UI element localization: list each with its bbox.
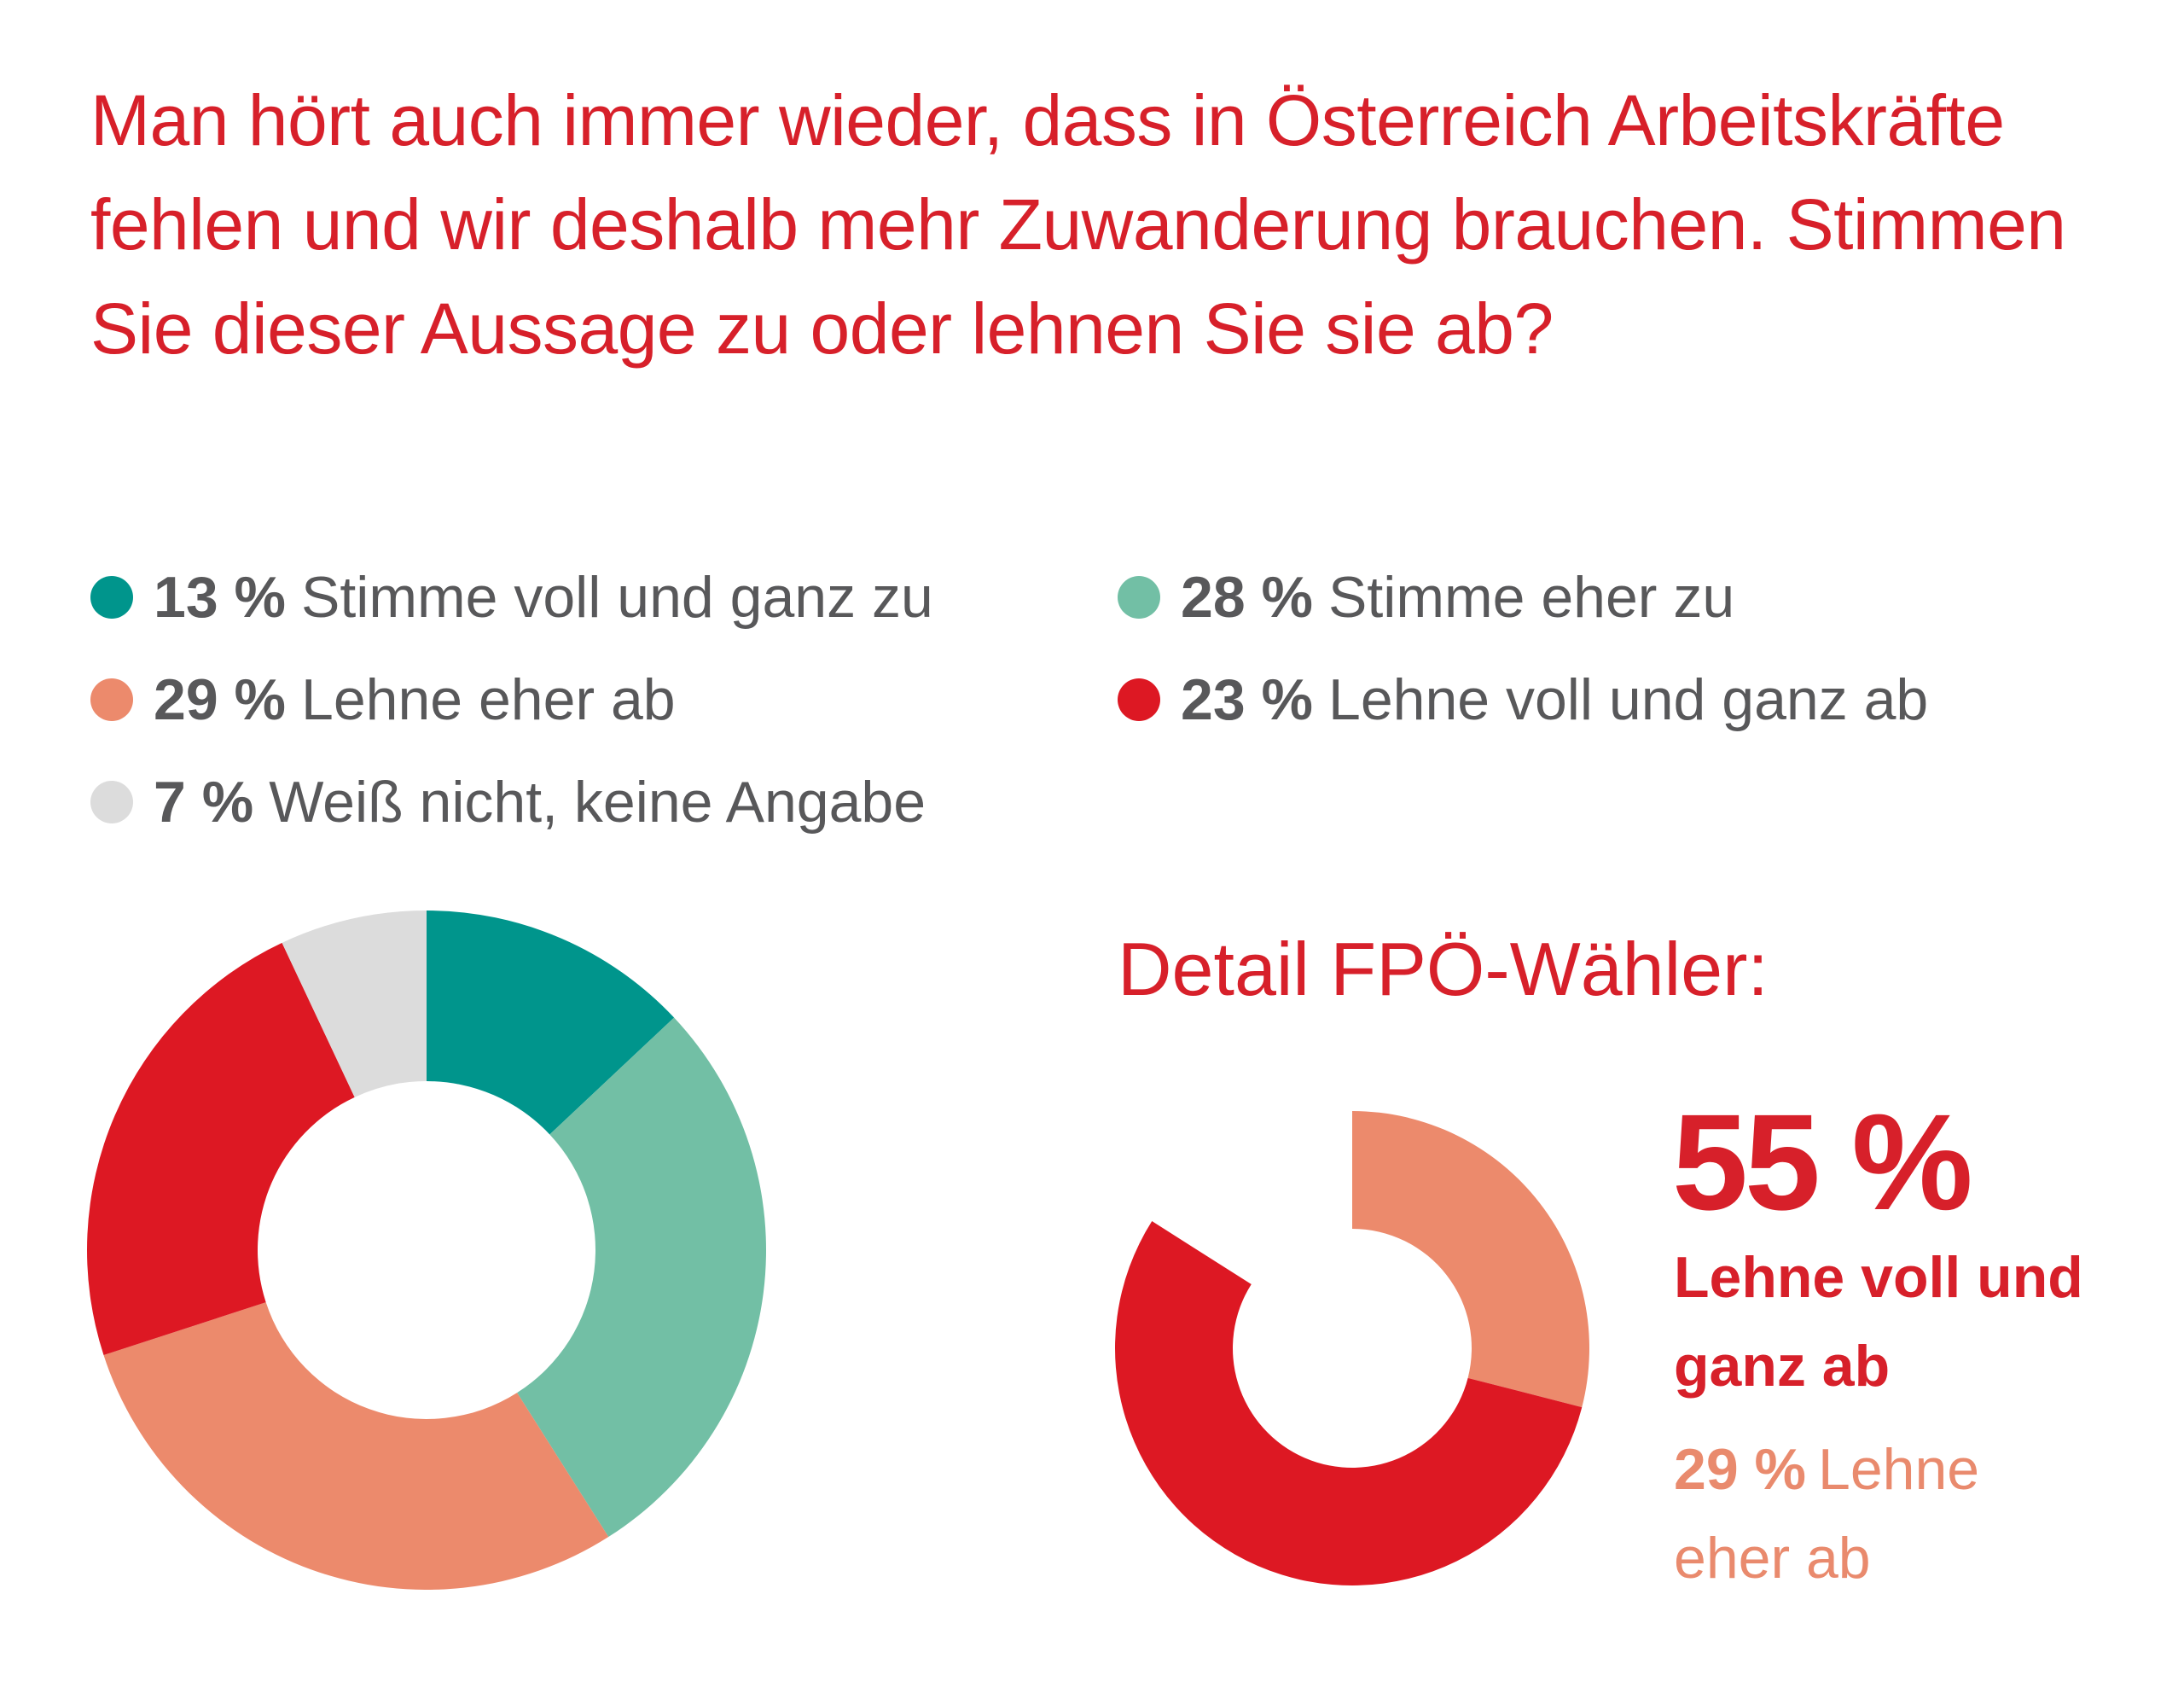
legend-value: 29 % (154, 667, 286, 732)
legend-swatch (1118, 576, 1160, 619)
legend-value: 7 % (154, 770, 254, 835)
legend-label: Lehne eher ab (301, 667, 676, 732)
secondary-label: Lehne eher ab (1674, 1437, 1980, 1591)
legend-swatch (90, 678, 133, 721)
legend-item-voll-zu: 13 % Stimme voll und ganz zu (90, 559, 933, 636)
legend-value: 28 % (1181, 565, 1313, 630)
legend-swatch (1118, 678, 1160, 721)
slice-lehne-eher-ab (103, 1302, 609, 1590)
detail-donut-chart (1115, 1111, 1589, 1585)
highlight-value: 55 % (1672, 1085, 1973, 1238)
legend-label: Weiß nicht, keine Angabe (269, 770, 926, 835)
detail-slice-lehne-voll-und-ganz-ab (1115, 1221, 1583, 1585)
main-donut-chart (86, 910, 767, 1590)
legend-swatch (90, 576, 133, 619)
legend-label: Stimme voll und ganz zu (301, 565, 933, 630)
chart-title: Man hört auch immer wieder, dass in Öste… (90, 80, 2066, 369)
legend-item-weiss-nicht: 7 % Weiß nicht, keine Angabe (90, 764, 926, 841)
slice-wei-nicht-keine-angabe (282, 910, 427, 1097)
legend-item-voll-ab: 23 % Lehne voll und ganz ab (1118, 661, 1928, 738)
slice-stimme-eher-zu (517, 1017, 767, 1538)
legend-value: 23 % (1181, 667, 1313, 732)
legend-item-eher-ab: 29 % Lehne eher ab (90, 661, 676, 738)
secondary-callout: 29 % Lehne eher ab (1674, 1425, 2100, 1603)
secondary-value: 29 % (1674, 1437, 1806, 1502)
detail-slice-lehne-eher-ab (1352, 1111, 1589, 1408)
legend-item-eher-zu: 28 % Stimme eher zu (1118, 559, 1734, 636)
legend-swatch (90, 781, 133, 823)
legend-value: 13 % (154, 565, 286, 630)
detail-title: Detail FPÖ-Wähler: (1118, 927, 1769, 1011)
slice-stimme-voll-und-ganz-zu (427, 910, 675, 1135)
slice-lehne-voll-und-ganz-ab (86, 942, 355, 1355)
highlight-label: Lehne voll und ganz ab (1674, 1245, 2083, 1399)
legend-label: Lehne voll und ganz ab (1328, 667, 1929, 732)
legend-label: Stimme eher zu (1328, 565, 1735, 630)
